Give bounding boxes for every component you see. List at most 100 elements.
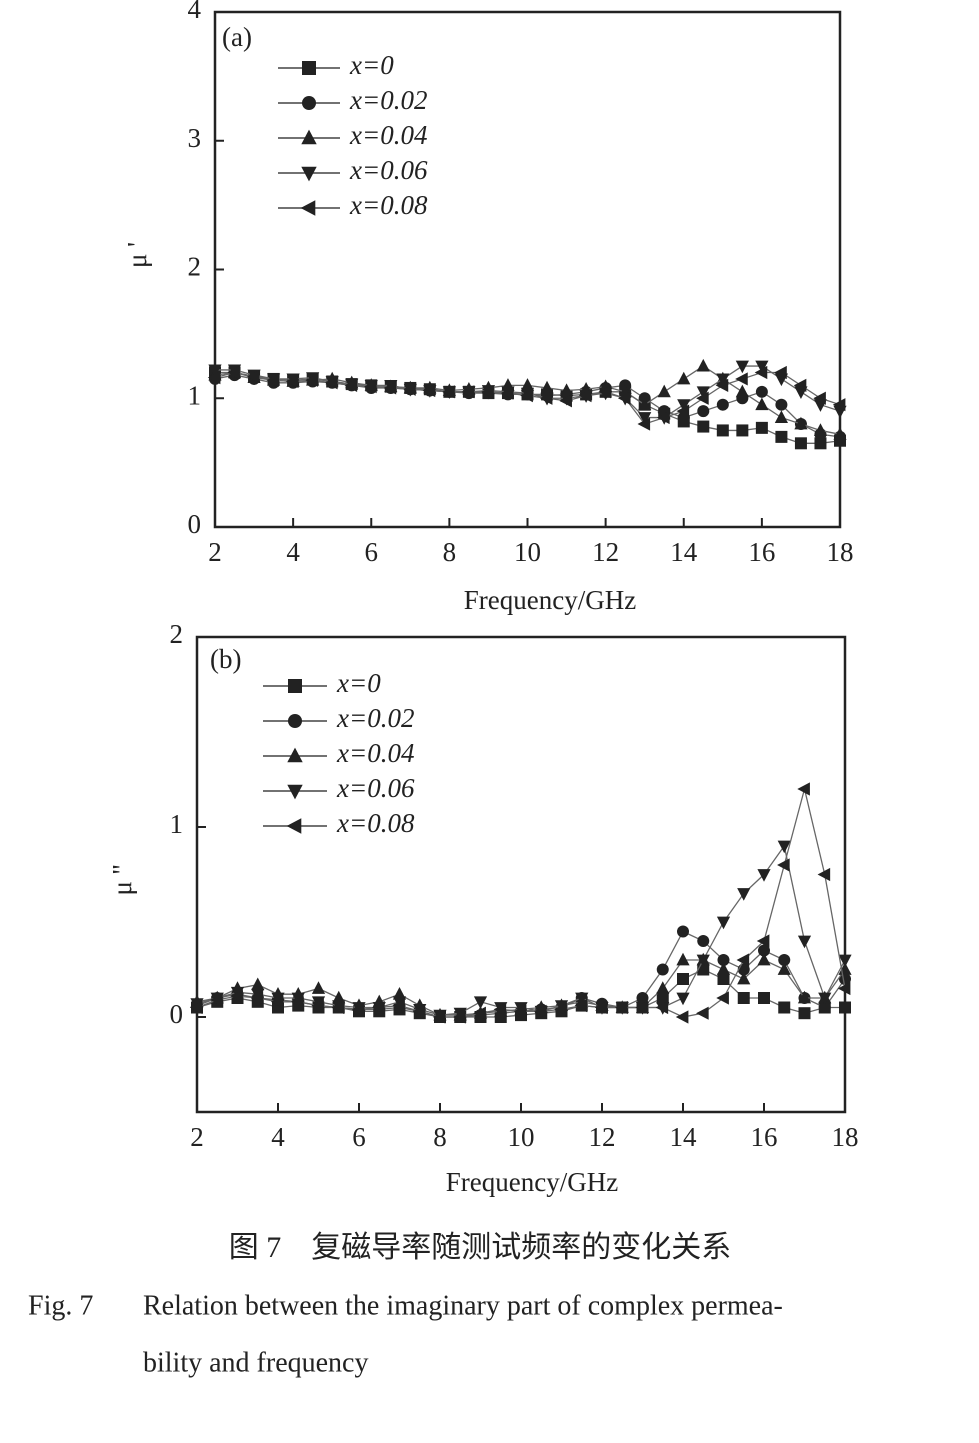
- legend-marker: [287, 747, 303, 763]
- data-point: [461, 385, 475, 399]
- data-point: [351, 1002, 365, 1016]
- data-point: [635, 1000, 648, 1015]
- data-point: [656, 981, 670, 994]
- data-point: [638, 397, 652, 411]
- data-point: [578, 389, 592, 403]
- legend-label: x=0.06: [336, 773, 415, 803]
- data-point: [246, 369, 260, 383]
- legend-marker: [288, 714, 302, 728]
- data-point: [656, 963, 669, 976]
- x-tick-label: 14: [670, 1122, 698, 1152]
- legend-label: x=0: [349, 50, 394, 80]
- data-point: [676, 992, 690, 1006]
- data-point: [794, 437, 807, 450]
- data-point: [412, 1004, 426, 1018]
- data-point: [372, 1000, 385, 1015]
- legend-label: x=0.08: [349, 190, 428, 220]
- legend-label: x=0.04: [336, 738, 414, 768]
- x-tick-label: 18: [827, 537, 854, 567]
- data-point: [559, 383, 574, 396]
- x-tick-label: 18: [832, 1122, 859, 1152]
- data-point: [818, 1001, 831, 1014]
- data-point: [758, 944, 770, 957]
- data-point: [575, 992, 589, 1006]
- data-point: [735, 372, 748, 386]
- data-point: [473, 996, 488, 1009]
- data-point: [737, 888, 751, 901]
- data-point: [838, 954, 852, 968]
- data-point: [453, 1010, 466, 1024]
- caption-chinese: 图 7 复磁导率随测试频率的变化关系: [229, 1231, 732, 1264]
- data-point: [794, 416, 808, 430]
- data-point: [677, 399, 691, 412]
- legend-label: x=0.08: [336, 808, 415, 838]
- data-point: [774, 410, 789, 423]
- legend-marker: [287, 784, 303, 800]
- data-point: [189, 1000, 203, 1015]
- data-point: [757, 952, 771, 966]
- data-point: [839, 1001, 851, 1014]
- data-point: [754, 365, 768, 380]
- y-tick-label: 3: [188, 123, 202, 153]
- x-tick-label: 14: [670, 537, 698, 567]
- x-axis-label: Frequency/GHz: [464, 585, 636, 615]
- plot-frame: [195, 635, 847, 1114]
- data-point: [715, 378, 729, 392]
- data-point: [839, 973, 851, 985]
- data-point: [392, 999, 405, 1013]
- data-point: [210, 993, 223, 1007]
- data-point: [207, 371, 221, 385]
- y-tick-label: 2: [170, 619, 184, 649]
- data-point: [697, 405, 710, 418]
- x-tick-label: 10: [508, 1122, 535, 1152]
- legend-label: x=0.06: [349, 155, 428, 185]
- data-point: [677, 973, 689, 985]
- data-point: [403, 382, 416, 396]
- x-tick-label: 10: [514, 537, 541, 567]
- y-tick-label: 1: [188, 380, 202, 410]
- data-point: [717, 954, 730, 966]
- data-point: [270, 995, 284, 1009]
- data-point: [305, 373, 319, 387]
- data-point: [716, 962, 731, 975]
- data-point: [755, 385, 768, 398]
- y-tick-label: 0: [188, 509, 202, 539]
- data-point: [230, 989, 243, 1003]
- data-point: [696, 391, 709, 405]
- data-point: [615, 1000, 628, 1015]
- data-point: [837, 981, 851, 996]
- x-tick-label: 6: [365, 537, 379, 567]
- y-axis-label: μ ': [122, 242, 152, 268]
- data-point: [777, 962, 791, 975]
- data-point: [657, 384, 671, 398]
- x-axis-label: Frequency/GHz: [446, 1167, 618, 1197]
- data-point: [481, 385, 494, 399]
- legend-marker: [300, 200, 316, 216]
- x-tick-label: 2: [208, 537, 222, 567]
- data-point: [655, 1000, 669, 1015]
- plot-frame: [213, 10, 842, 529]
- y-tick-label: 4: [188, 0, 202, 24]
- caption-label: Fig. 7: [28, 1290, 93, 1321]
- data-point: [250, 991, 264, 1005]
- data-point: [717, 973, 730, 985]
- legend-marker: [302, 96, 316, 110]
- data-point: [813, 423, 828, 436]
- data-point: [736, 953, 750, 967]
- data-point: [324, 376, 338, 390]
- data-point: [696, 954, 710, 968]
- data-point: [638, 412, 652, 425]
- data-point: [331, 1000, 345, 1015]
- data-point: [636, 992, 649, 1004]
- data-point: [520, 389, 533, 403]
- data-point: [833, 427, 847, 440]
- data-point: [513, 1004, 527, 1018]
- data-point: [291, 995, 304, 1009]
- data-point: [493, 1002, 507, 1016]
- data-point: [817, 867, 831, 882]
- data-point: [774, 365, 787, 380]
- x-tick-label: 16: [748, 537, 775, 567]
- data-point: [696, 386, 710, 400]
- data-point: [383, 381, 397, 395]
- x-tick-label: 8: [443, 537, 457, 567]
